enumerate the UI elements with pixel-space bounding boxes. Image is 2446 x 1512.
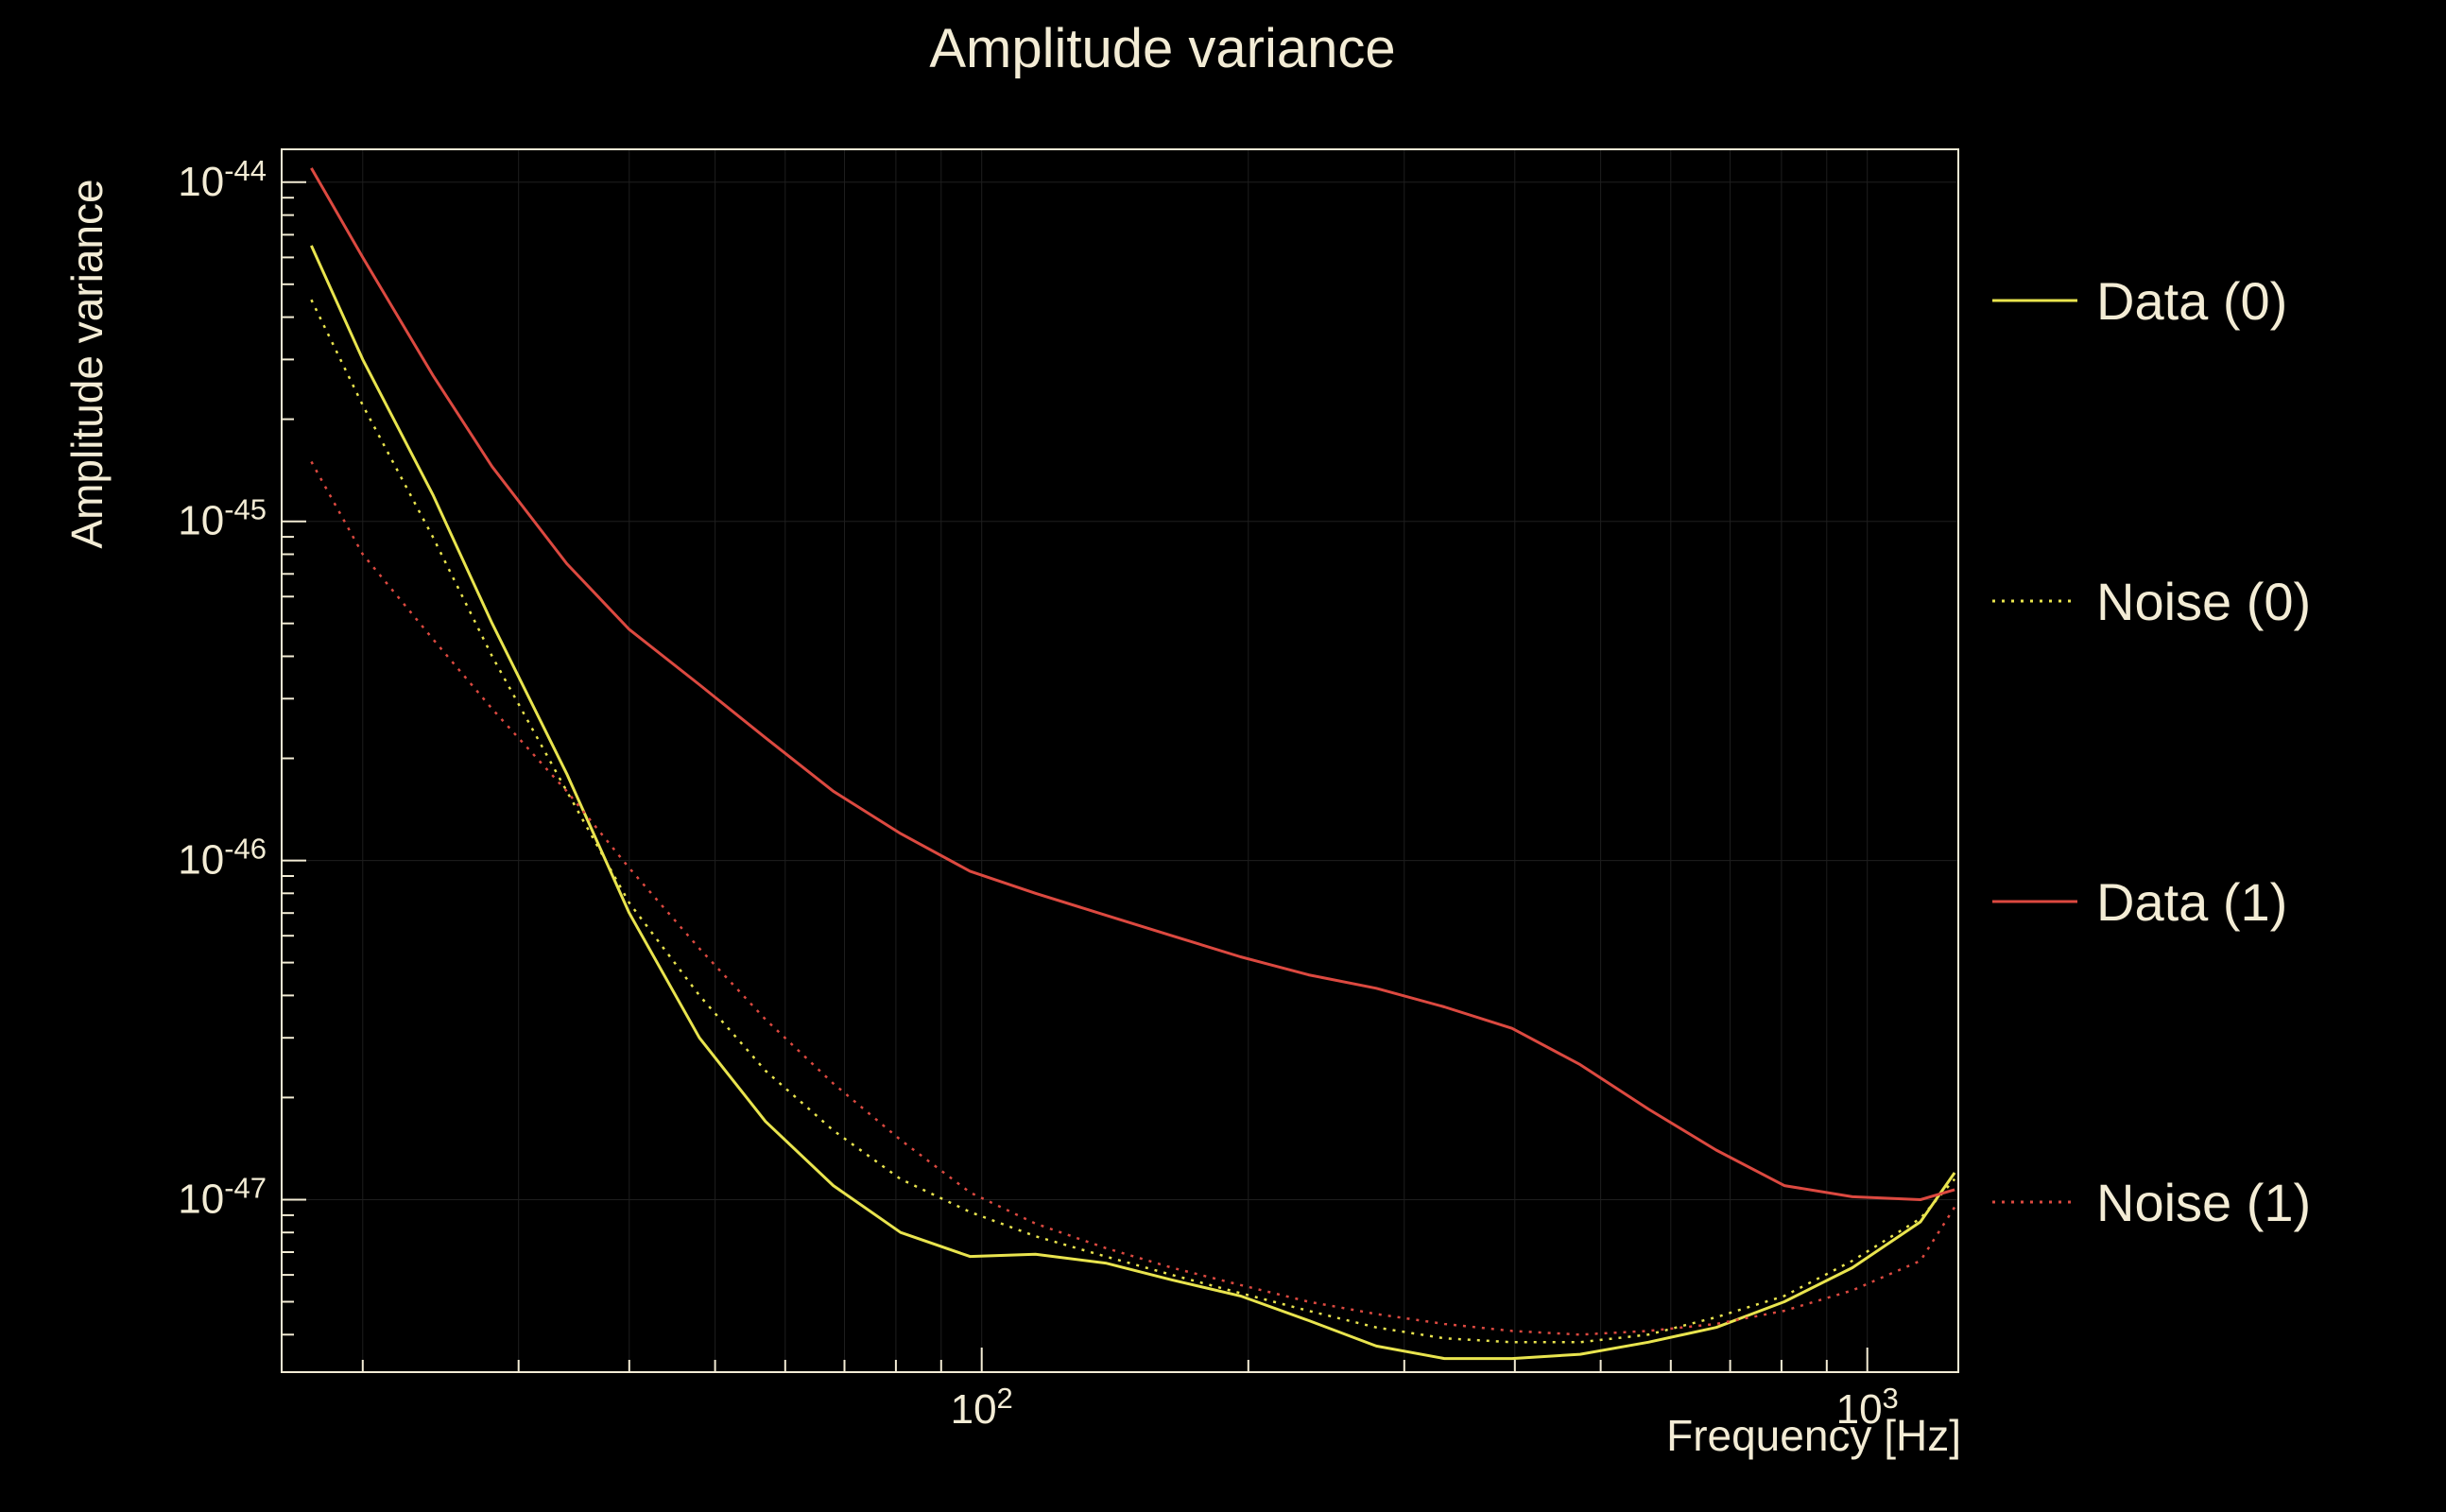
legend-line-sample-noise-1: [1992, 1200, 2077, 1204]
legend-entry-data-0: Data (0): [1992, 257, 2287, 344]
legend-line-sample-data-0: [1992, 299, 2077, 302]
legend-line-sample-noise-0: [1992, 599, 2077, 603]
legend-entry-data-1: Data (1): [1992, 858, 2287, 945]
legend-line-sample-data-1: [1992, 900, 2077, 903]
chart-title: Amplitude variance: [929, 18, 1396, 79]
x-axis-title: Frequency [Hz]: [1666, 1411, 1961, 1460]
svg-text:10-47: 10-47: [178, 1172, 267, 1223]
legend-label-noise-1: Noise (1): [2096, 1172, 2312, 1232]
legend-entry-noise-1: Noise (1): [1992, 1159, 2311, 1246]
legend-label-data-0: Data (0): [2096, 270, 2288, 331]
legend-label-noise-0: Noise (0): [2096, 571, 2312, 631]
svg-text:10-46: 10-46: [178, 833, 267, 884]
legend-entry-noise-0: Noise (0): [1992, 558, 2311, 644]
legend-label-data-1: Data (1): [2096, 871, 2288, 932]
svg-text:102: 102: [951, 1382, 1013, 1433]
svg-text:10-44: 10-44: [178, 154, 267, 205]
y-axis-title: Amplitude variance: [62, 179, 112, 549]
svg-text:10-45: 10-45: [178, 493, 267, 544]
